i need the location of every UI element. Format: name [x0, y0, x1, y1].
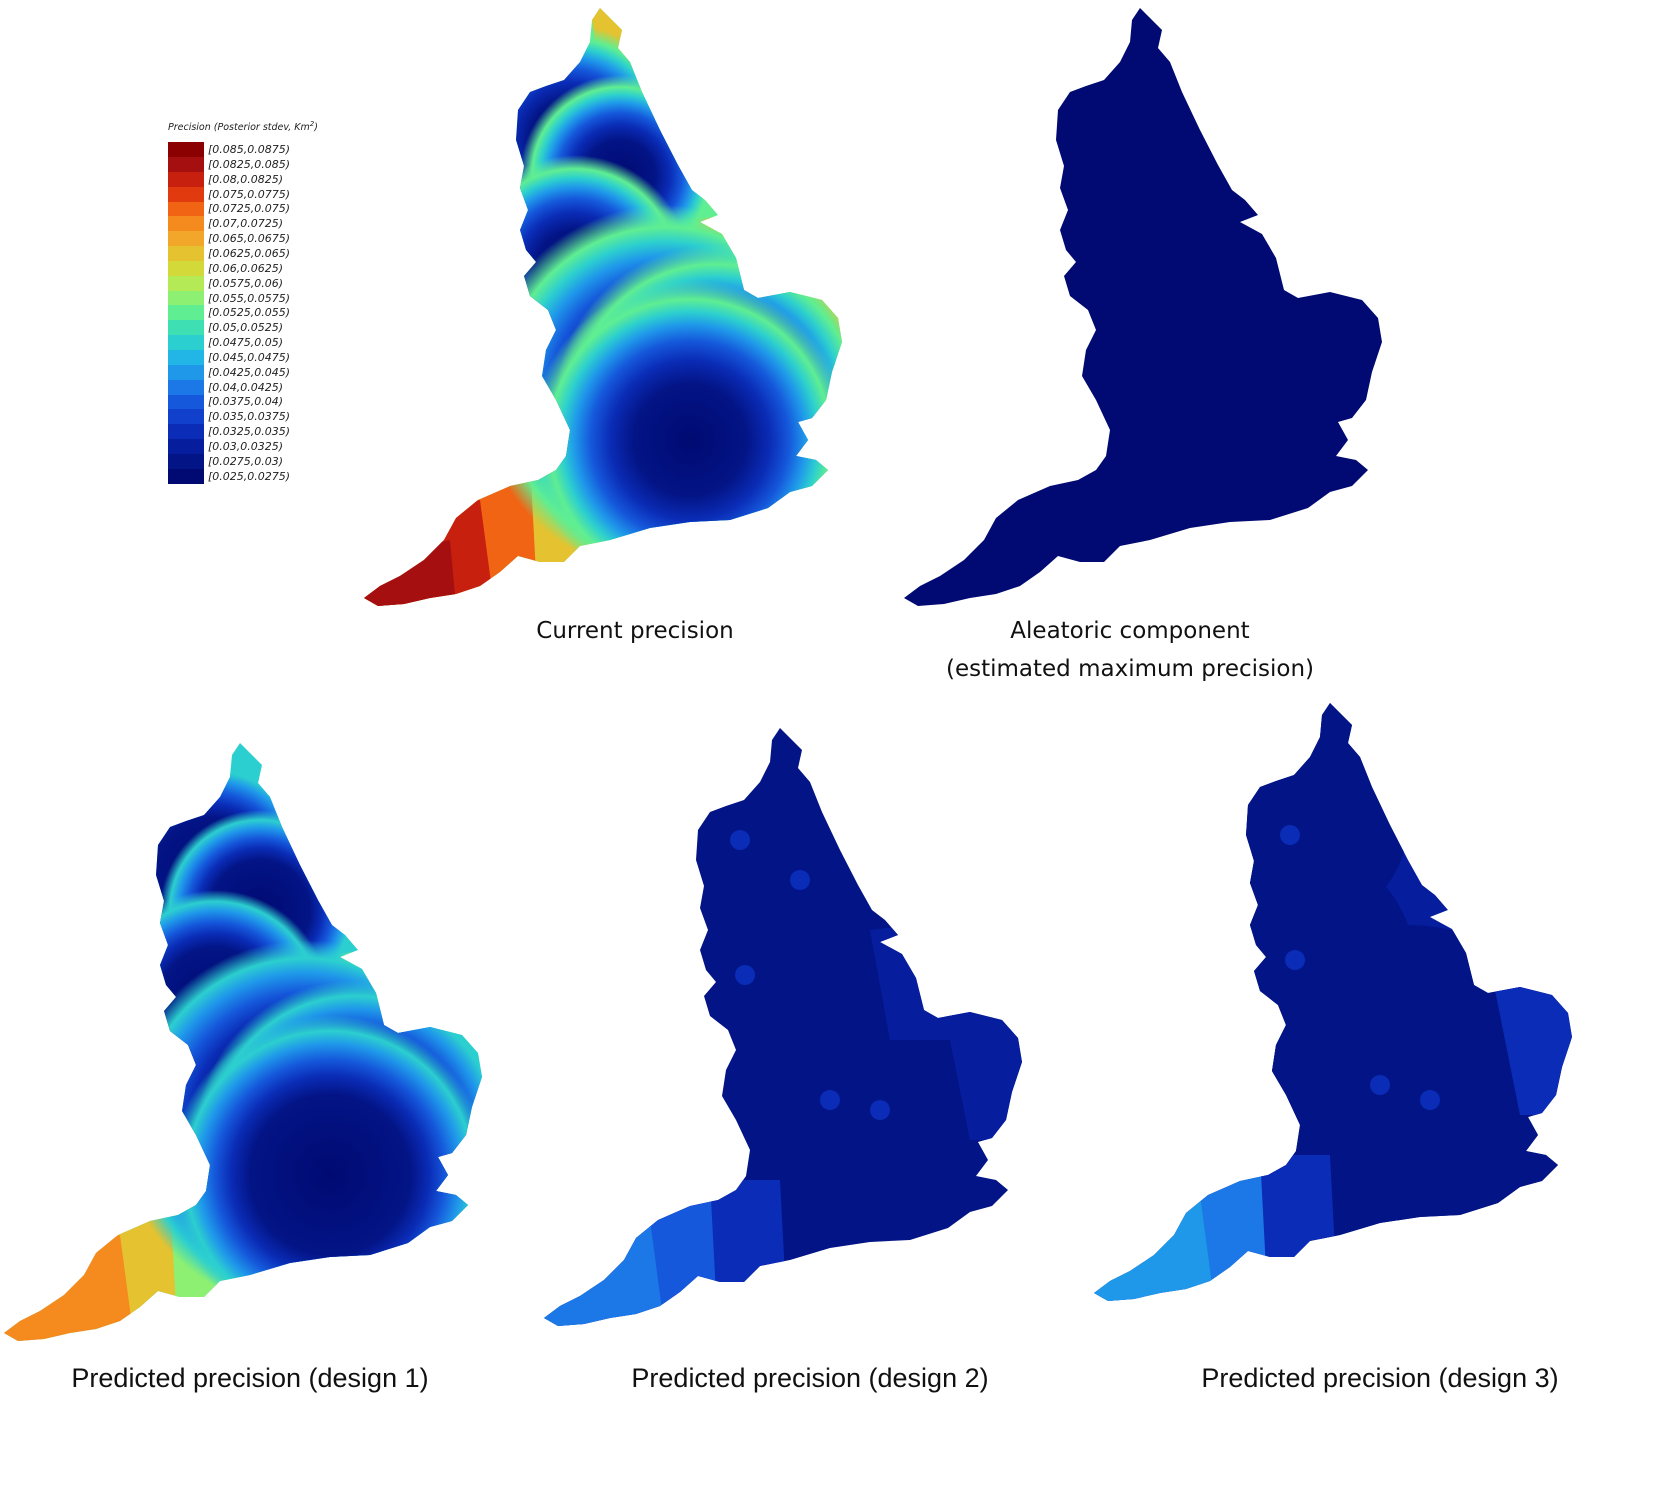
caption-design-1: Predicted precision (design 1)	[71, 1363, 429, 1393]
legend-label: [0.085,0.0875)	[208, 143, 291, 157]
precision-surface-current	[364, 8, 842, 606]
legend-swatch	[168, 453, 204, 469]
legend-swatch	[168, 305, 204, 321]
legend-swatch	[168, 335, 204, 350]
legend-label: [0.0275,0.03)	[208, 454, 284, 468]
legend-swatch	[168, 275, 204, 291]
legend-label: [0.0725,0.075)	[208, 202, 291, 216]
map-design-3	[1090, 695, 1650, 1345]
legend-swatch	[168, 260, 204, 276]
legend-entry: [0.075,0.0775)	[168, 186, 368, 202]
legend-entry: [0.0425,0.045)	[168, 364, 368, 380]
legend-entry: [0.0475,0.05)	[168, 335, 368, 350]
caption-design-3: Predicted precision (design 3)	[1201, 1363, 1559, 1393]
legend-entry: [0.0575,0.06)	[168, 275, 368, 291]
legend-swatch	[168, 424, 204, 440]
legend-entry: [0.0825,0.085)	[168, 157, 368, 172]
legend-swatch	[168, 171, 204, 187]
legend-entries: [0.085,0.0875) [0.0825,0.085) [0.08,0.0825…	[168, 142, 368, 484]
legend-entry: [0.055,0.0575)	[168, 290, 368, 306]
legend-swatch	[168, 290, 204, 306]
legend-swatch	[168, 364, 204, 380]
legend-label: [0.06,0.0625)	[208, 261, 284, 275]
precision-surface-design-2	[544, 728, 1022, 1326]
legend-entry: [0.04,0.0425)	[168, 379, 368, 395]
caption-design-2: Predicted precision (design 2)	[631, 1363, 989, 1393]
legend-label: [0.0575,0.06)	[208, 276, 284, 290]
legend-entry: [0.035,0.0375)	[168, 409, 368, 425]
legend-label: [0.0625,0.065)	[208, 246, 291, 260]
precision-legend: Precision (Posterior stdev, Km2) [0.085,…	[168, 120, 368, 484]
legend-swatch	[168, 142, 204, 157]
caption-current: Current precision	[536, 618, 734, 644]
caption-aleatoric: Aleatoric component (estimated maximum p…	[945, 618, 1315, 682]
legend-swatch	[168, 231, 204, 247]
legend-entry: [0.08,0.0825)	[168, 171, 368, 187]
england-map-aleatoric	[904, 8, 1382, 606]
england-map-current	[364, 8, 842, 606]
map-design-1	[0, 735, 560, 1385]
legend-label: [0.0475,0.05)	[208, 336, 284, 350]
legend-entry: [0.07,0.0725)	[168, 216, 368, 232]
legend-entry: [0.05,0.0525)	[168, 320, 368, 336]
legend-entry: [0.0275,0.03)	[168, 453, 368, 469]
legend-swatch	[168, 468, 204, 484]
legend-label: [0.07,0.0725)	[208, 217, 284, 231]
legend-swatch	[168, 409, 204, 425]
legend-swatch	[168, 379, 204, 395]
legend-entry: [0.0325,0.035)	[168, 424, 368, 440]
legend-label: [0.075,0.0775)	[208, 187, 291, 201]
legend-entry: [0.06,0.0625)	[168, 260, 368, 276]
legend-swatch	[168, 320, 204, 336]
legend-label: [0.0425,0.045)	[208, 365, 291, 379]
legend-swatch	[168, 246, 204, 261]
legend-entry: [0.045,0.0475)	[168, 349, 368, 365]
legend-label: [0.0325,0.035)	[208, 425, 291, 439]
legend-swatch	[168, 201, 204, 217]
legend-entry: [0.0375,0.04)	[168, 394, 368, 410]
legend-entry: [0.085,0.0875)	[168, 142, 368, 157]
legend-label: [0.025,0.0275)	[208, 469, 291, 483]
legend-label: [0.045,0.0475)	[208, 350, 291, 364]
legend-label: [0.05,0.0525)	[208, 321, 284, 335]
precision-surface-design-3	[1094, 703, 1572, 1301]
legend-entry: [0.03,0.0325)	[168, 439, 368, 454]
legend-entry: [0.0525,0.055)	[168, 305, 368, 321]
england-map-design-3	[1094, 703, 1572, 1301]
legend-swatch	[168, 186, 204, 202]
legend-swatch	[168, 216, 204, 232]
map-current-precision	[360, 0, 920, 650]
legend-title: Precision (Posterior stdev, Km2)	[168, 120, 318, 134]
legend-swatch	[168, 394, 204, 410]
legend-label: [0.0525,0.055)	[208, 306, 291, 320]
legend-label: [0.04,0.0425)	[208, 380, 284, 394]
legend-label: [0.03,0.0325)	[208, 439, 284, 453]
legend-label: [0.055,0.0575)	[208, 291, 291, 305]
map-aleatoric-component	[900, 0, 1460, 650]
legend-swatch	[168, 439, 204, 454]
legend-entry: [0.0725,0.075)	[168, 201, 368, 217]
legend-swatch	[168, 349, 204, 365]
legend-label: [0.0825,0.085)	[208, 157, 291, 171]
legend-label: [0.08,0.0825)	[208, 172, 284, 186]
england-map-design-1	[4, 743, 482, 1341]
legend-label: [0.0375,0.04)	[208, 395, 284, 409]
legend-entry: [0.025,0.0275)	[168, 468, 368, 484]
precision-surface-design-1	[4, 743, 482, 1341]
legend-label: [0.065,0.0675)	[208, 232, 291, 246]
england-map-design-2	[544, 728, 1022, 1326]
legend-entry: [0.065,0.0675)	[168, 231, 368, 247]
legend-swatch	[168, 157, 204, 172]
legend-entry: [0.0625,0.065)	[168, 246, 368, 261]
legend-label: [0.035,0.0375)	[208, 410, 291, 424]
map-design-2	[540, 720, 1100, 1370]
